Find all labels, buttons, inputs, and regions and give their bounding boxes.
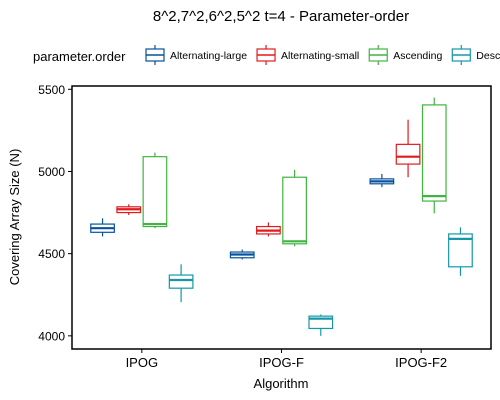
y-axis-label: Covering Array Size (N) [7,149,22,286]
legend-item-descending: Desce [451,45,500,65]
chart-title: 8^2,7^2,6^2,5^2 t=4 - Parameter-order [153,8,409,25]
legend-label: Alternating-small [281,50,359,62]
x-axis: IPOG IPOG-F IPOG-F2 [126,349,447,370]
x-tick-label: IPOG [126,355,159,370]
box-alternating-large-ipog [90,218,115,237]
box-alternating-large-ipog-f [229,249,255,260]
legend-item-alternating-large: Alternating-large [145,45,247,65]
legend-title: parameter.order [33,49,126,64]
box-iqr [282,176,307,245]
box-descending-ipog [168,264,194,303]
box-alternating-small-ipog [116,204,142,216]
y-tick-label: 4500 [38,247,65,261]
x-axis-label: Algorithm [254,376,309,391]
y-tick-label: 4000 [38,329,65,343]
legend-label: Ascending [393,50,442,62]
box-series [90,97,473,336]
box-iqr [421,104,447,202]
legend: parameter.order Alternating-large Alterna… [33,45,500,65]
box-iqr [448,233,473,268]
y-tick-label: 5000 [38,165,65,179]
box-alternating-small-ipog-f [256,222,281,237]
y-axis: 4000 4500 5000 5500 [38,83,72,343]
box-descending-ipog-f2 [448,227,473,276]
box-alternating-small-ipog-f2 [395,119,421,178]
box-ascending-ipog [142,152,168,229]
legend-label: Desce [476,50,500,62]
box-alternating-large-ipog-f2 [369,173,395,188]
x-tick-label: IPOG-F2 [395,355,447,370]
box-descending-ipog-f [308,314,334,336]
box-ascending-ipog-f [282,169,307,247]
legend-label: Alternating-large [170,50,247,62]
legend-item-alternating-small: Alternating-small [256,45,359,65]
plot-panel [71,85,492,350]
box-iqr [142,156,168,228]
box-iqr [395,143,421,165]
legend-item-ascending: Ascending [368,45,442,65]
box-iqr [168,274,194,289]
box-ascending-ipog-f2 [421,97,447,214]
y-tick-label: 5500 [38,83,65,97]
x-tick-label: IPOG-F [259,355,304,370]
